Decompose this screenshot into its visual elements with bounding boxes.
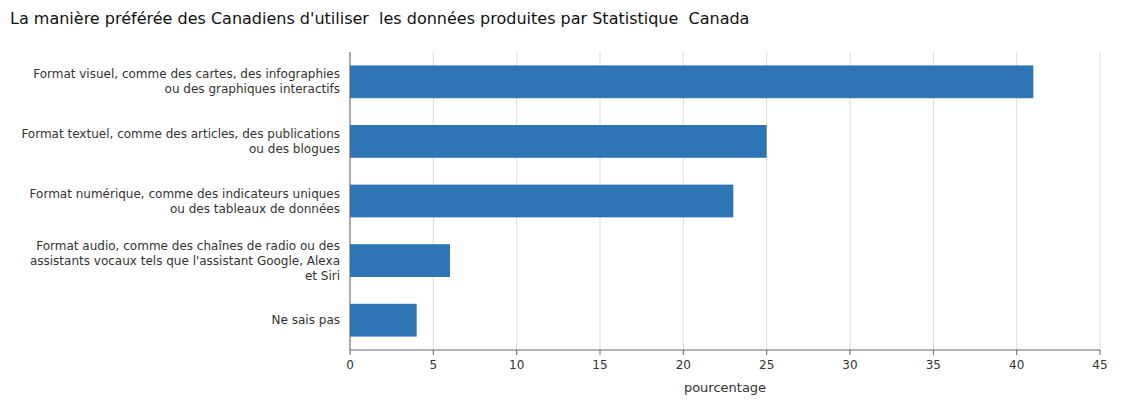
category-label-line: et Siri <box>305 269 340 283</box>
chart: La manière préférée des Canadiens d'util… <box>0 0 1134 416</box>
category-label-line: ou des tableaux de données <box>170 202 340 216</box>
grid-line <box>1100 52 1101 350</box>
grid-line <box>350 52 351 350</box>
category-label-line: Format numérique, comme des indicateurs … <box>30 187 340 201</box>
tick-mark <box>516 350 517 355</box>
tick-label: 40 <box>1009 358 1024 372</box>
x-axis-label: pourcentage <box>684 380 766 395</box>
bars <box>350 65 1033 336</box>
bar <box>350 244 450 277</box>
tick-mark <box>683 350 684 355</box>
tick-label: 0 <box>346 358 354 372</box>
grid <box>350 52 1100 350</box>
tick-mark <box>1100 350 1101 355</box>
bar <box>350 65 1033 98</box>
category-label: Format audio, comme des chaînes de radio… <box>30 239 340 283</box>
category-label-line: Format audio, comme des chaînes de radio… <box>36 239 340 253</box>
tick-label: 5 <box>430 358 438 372</box>
tick-mark <box>766 350 767 355</box>
tick-label: 25 <box>759 358 774 372</box>
category-label: Ne sais pas <box>272 313 340 327</box>
tick-label: 30 <box>842 358 857 372</box>
x-axis <box>350 350 1100 351</box>
category-label-line: Format textuel, comme des articles, des … <box>21 127 340 141</box>
category-label-line: ou des graphiques interactifs <box>165 82 340 96</box>
tick-label: 20 <box>676 358 691 372</box>
tick-mark <box>433 350 434 355</box>
category-label: Format textuel, comme des articles, des … <box>21 127 340 156</box>
bar <box>350 185 733 218</box>
category-label-line: ou des blogues <box>249 142 340 156</box>
category-label: Format numérique, comme des indicateurs … <box>30 187 340 216</box>
title: La manière préférée des Canadiens d'util… <box>10 9 749 28</box>
tick-label: 15 <box>592 358 607 372</box>
bar <box>350 125 767 158</box>
y-axis <box>350 52 351 350</box>
category-label-line: Ne sais pas <box>272 313 340 327</box>
tick-mark <box>1016 350 1017 355</box>
category-label-line: assistants vocaux tels que l'assistant G… <box>30 254 340 268</box>
tick-label: 35 <box>926 358 941 372</box>
tick-mark <box>933 350 934 355</box>
category-label: Format visuel, comme des cartes, des inf… <box>33 67 340 96</box>
tick-mark <box>600 350 601 355</box>
tick-mark <box>850 350 851 355</box>
category-label-line: Format visuel, comme des cartes, des inf… <box>33 67 340 81</box>
tick-label: 45 <box>1092 358 1107 372</box>
tick-mark <box>350 350 351 355</box>
bar <box>350 304 417 337</box>
tick-label: 10 <box>509 358 524 372</box>
